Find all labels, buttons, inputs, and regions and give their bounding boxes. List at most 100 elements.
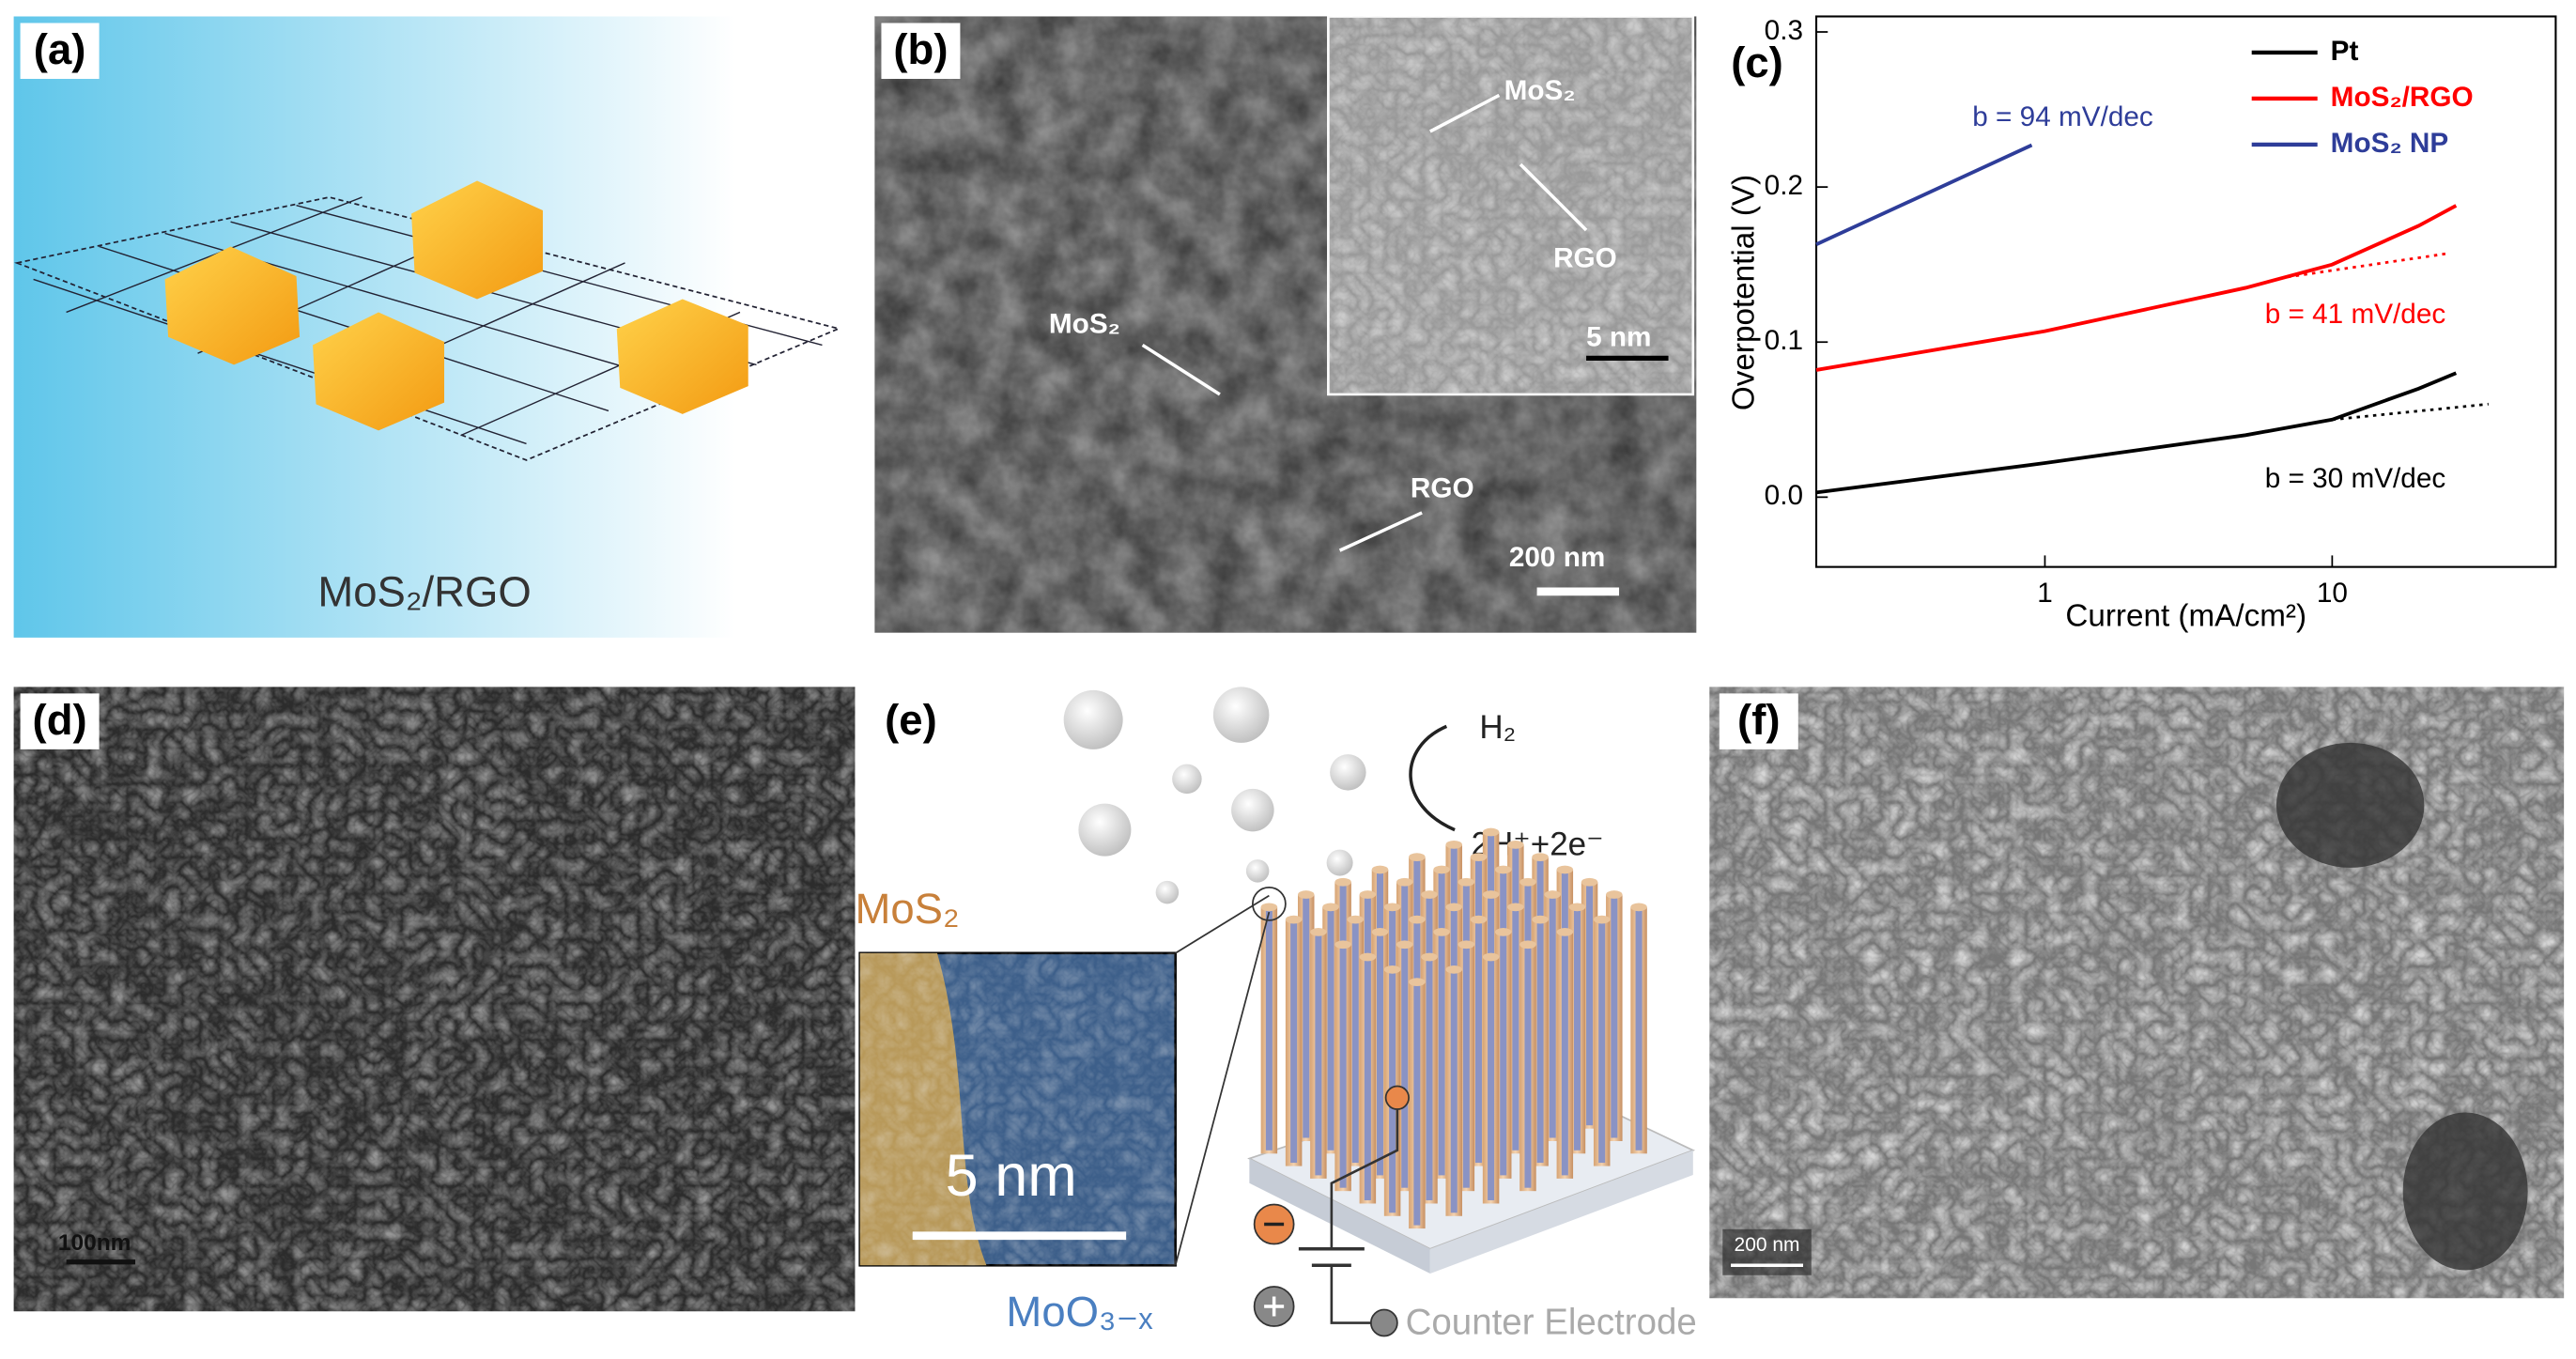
annotation: MoS₂ xyxy=(855,885,959,933)
nanorod-top xyxy=(1519,940,1536,950)
label-box xyxy=(871,693,950,749)
bubble xyxy=(1330,754,1366,791)
nanorod-top xyxy=(1556,865,1574,874)
nanorod-core xyxy=(1426,960,1433,1200)
panel-e: (e) H₂ 2H⁺+2e⁻ MoS₂ 5 nm MoO₃₋ₓ xyxy=(855,687,1697,1342)
plot-frame xyxy=(1814,15,2557,568)
panel-label: (e) xyxy=(885,696,937,744)
nanorod-top xyxy=(1470,853,1488,862)
nanorod-core xyxy=(1474,922,1482,1164)
nanorod-core xyxy=(1303,898,1310,1138)
scale-label: 5 nm xyxy=(1586,321,1651,352)
nanorod-top xyxy=(1334,877,1351,887)
nanorod-core xyxy=(1351,922,1359,1164)
nanorod-top xyxy=(1421,890,1438,899)
nanorod-top xyxy=(1482,952,1500,962)
nanorod-top xyxy=(1285,915,1303,924)
nanorod-top xyxy=(1322,903,1339,912)
tube-opening xyxy=(2275,742,2425,868)
scale-box xyxy=(1722,1228,1812,1275)
annotation: b = 41 mV/dec xyxy=(2265,299,2446,330)
annotation: RGO xyxy=(1411,472,1474,503)
nanorod-top xyxy=(1494,928,1512,936)
nanorod-core xyxy=(1364,960,1371,1200)
nanorod-core xyxy=(1462,948,1470,1188)
label-box xyxy=(20,23,100,79)
x-tick-label: 1 xyxy=(2037,578,2053,609)
hrtem-texture xyxy=(859,952,1176,1266)
legend-label: Pt xyxy=(2331,36,2359,67)
nanorod-core xyxy=(1512,910,1519,1151)
panel-d: (d) 100nm xyxy=(13,687,856,1312)
nanorod-top xyxy=(1421,952,1438,962)
panel-c: (c) Current (mA/cm²) Overpotential (V) 0… xyxy=(1718,15,2557,634)
nanorod-top xyxy=(1445,840,1462,849)
annotation: RGO xyxy=(1553,242,1617,273)
mos2-flake xyxy=(164,246,301,365)
y-tick-label: 0.0 xyxy=(1765,480,1803,511)
nanorod-core xyxy=(1488,960,1495,1200)
nanorod-core xyxy=(1401,948,1409,1188)
nanorod-top xyxy=(1568,903,1586,912)
nanorod-top xyxy=(1630,903,1647,912)
nanorod-core xyxy=(1438,934,1445,1176)
nanorod-top xyxy=(1359,952,1377,962)
nanorod-core xyxy=(1536,922,1544,1164)
panel-f: (f) 200 nm xyxy=(1709,687,2565,1299)
nanorod-top xyxy=(1470,915,1488,924)
nanorod-core xyxy=(1635,910,1643,1151)
annotation: H₂ xyxy=(1479,709,1516,746)
bubble xyxy=(1326,849,1353,876)
panel-label: (c) xyxy=(1731,39,1783,86)
panel-label: (b) xyxy=(893,25,948,73)
y-tick-label: 0.2 xyxy=(1765,170,1803,201)
nanorod-top xyxy=(1606,890,1623,899)
reaction-arrow xyxy=(1409,724,1456,832)
panel-b: (b) MoS₂ RGO 5 nm MoS₂ RGO 200 nm xyxy=(874,15,1697,633)
series-line xyxy=(1815,143,2033,246)
nanorod-top xyxy=(1482,890,1500,899)
nanorod-top xyxy=(1371,865,1389,874)
nanorod-top xyxy=(1593,915,1611,924)
nanorod-top xyxy=(1297,890,1315,899)
plus-sign xyxy=(1264,1296,1285,1317)
nanorod-top xyxy=(1433,928,1450,936)
nanorod-top xyxy=(1396,877,1413,887)
nanorod-top xyxy=(1532,853,1549,862)
nanorod-top xyxy=(1482,827,1500,837)
nanorod-top xyxy=(1556,928,1574,936)
mos2-flake xyxy=(411,180,544,300)
nanorod-core xyxy=(1611,898,1618,1138)
legend-label: MoS₂/RGO xyxy=(2331,82,2474,113)
nanorod-top xyxy=(1507,840,1524,849)
label-box xyxy=(1719,693,1798,749)
nanorod-top xyxy=(1310,928,1327,936)
label-box xyxy=(881,23,961,79)
label-box xyxy=(20,693,100,749)
scale-label: 200 nm xyxy=(1509,542,1605,573)
panel-a: (a) MoS₂/RGO xyxy=(13,16,864,638)
y-axis-label: Overpotential (V) xyxy=(1727,175,1762,410)
nanorod-top xyxy=(1383,903,1401,912)
label-box xyxy=(1718,23,1797,79)
x-axis-label: Current (mA/cm²) xyxy=(2065,599,2306,634)
nanorod-top xyxy=(1519,877,1536,887)
bubble xyxy=(1231,788,1274,832)
bubble xyxy=(1212,687,1270,743)
nanorod-core xyxy=(1315,934,1322,1176)
bubble xyxy=(1078,803,1132,857)
wire xyxy=(1330,1109,1399,1249)
arrow xyxy=(1519,162,1588,232)
arrow xyxy=(1429,93,1501,133)
electrode xyxy=(1369,1308,1398,1337)
nanorod-top xyxy=(1544,890,1561,899)
zoom-line xyxy=(1175,894,1270,954)
nanorod-top xyxy=(1433,865,1450,874)
nanorod-top xyxy=(1581,877,1598,887)
y-tick-label: 0.3 xyxy=(1765,15,1803,46)
bubble xyxy=(1172,764,1202,795)
caption: MoS₂/RGO xyxy=(317,567,531,615)
fit-line xyxy=(2287,252,2447,279)
nanorod-top xyxy=(1359,890,1377,899)
bubble xyxy=(1063,689,1123,749)
